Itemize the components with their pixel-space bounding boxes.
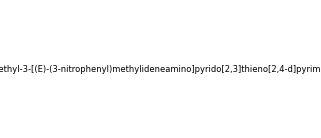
Text: 2,7,9-trimethyl-3-[(E)-(3-nitrophenyl)methylideneamino]pyrido[2,3]thieno[2,4-d]p: 2,7,9-trimethyl-3-[(E)-(3-nitrophenyl)me… (0, 64, 321, 74)
